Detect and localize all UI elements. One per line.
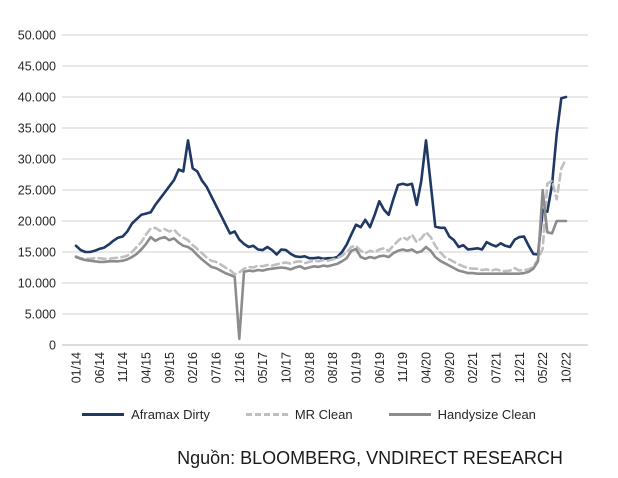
x-axis-label: 03/18 — [303, 352, 317, 383]
x-axis-label: 09/15 — [163, 352, 177, 383]
legend-label-aframax-dirty: Aframax Dirty — [131, 407, 210, 422]
x-axis-label: 10/22 — [560, 352, 574, 383]
y-axis-label: 15.000 — [18, 246, 56, 260]
legend-item-aframax-dirty: Aframax Dirty — [82, 408, 210, 421]
x-axis-label: 02/16 — [186, 352, 200, 383]
x-axis-label: 08/18 — [326, 352, 340, 383]
legend-line-handysize-clean-icon — [388, 413, 431, 416]
legend-item-mr-clean: MR Clean — [245, 407, 353, 422]
line-mr-clean — [74, 157, 568, 276]
x-axis-label: 02/21 — [466, 352, 480, 383]
x-axis-label: 12/21 — [513, 352, 527, 383]
line-aframax-dirty — [74, 95, 568, 261]
y-axis-label: 50.000 — [18, 29, 56, 43]
y-axis-label: 35.000 — [18, 122, 56, 136]
x-axis-label: 06/19 — [373, 352, 387, 383]
x-axis-label: 05/17 — [256, 352, 270, 383]
line-handysize-clean — [74, 188, 568, 341]
x-axis-label: 05/22 — [536, 352, 550, 383]
y-axis-label: 25.000 — [18, 184, 56, 198]
x-axis-label: 07/21 — [490, 352, 504, 383]
x-axis-label: 04/15 — [140, 352, 154, 383]
y-axis-label: 45.000 — [18, 60, 56, 74]
y-axis-label: 10.000 — [18, 277, 56, 291]
chart-area: 0 5.000 10.000 15.000 20.000 25.000 30.000 35.0… — [18, 29, 588, 383]
x-axis-label: 01/19 — [350, 352, 364, 383]
x-axis-label: 09/20 — [443, 352, 457, 383]
x-axis-label: 01/14 — [70, 352, 84, 383]
source-caption: Nguồn: BLOOMBERG, VNDIRECT RESEARCH — [177, 448, 563, 468]
chart-legend: Aframax Dirty MR Clean Handysize Clean — [0, 408, 618, 421]
legend-line-mr-clean-icon — [245, 413, 288, 416]
y-axis-label: 30.000 — [18, 153, 56, 167]
y-axis-label: 40.000 — [18, 91, 56, 105]
legend-label-mr-clean: MR Clean — [294, 407, 353, 422]
y-axis-label: 0 — [49, 339, 56, 353]
y-axis-label: 5.000 — [25, 308, 56, 322]
x-axis-label: 12/16 — [233, 352, 247, 383]
y-axis-label: 20.000 — [18, 215, 56, 229]
x-axis-label: 04/20 — [420, 352, 434, 383]
rates-line-chart: 0 5.000 10.000 15.000 20.000 25.000 30.000 35.0… — [18, 29, 588, 383]
x-axis-label: 06/14 — [93, 352, 107, 383]
legend-label-handysize-clean: Handysize Clean — [437, 407, 536, 422]
x-axis-label: 11/14 — [116, 352, 130, 382]
legend-item-handysize-clean: Handysize Clean — [388, 407, 536, 422]
x-axis-label: 07/16 — [210, 352, 224, 383]
legend-line-aframax-dirty-icon — [82, 413, 125, 416]
x-axis-label: 10/17 — [280, 352, 294, 383]
x-axis-label: 11/19 — [396, 352, 410, 382]
